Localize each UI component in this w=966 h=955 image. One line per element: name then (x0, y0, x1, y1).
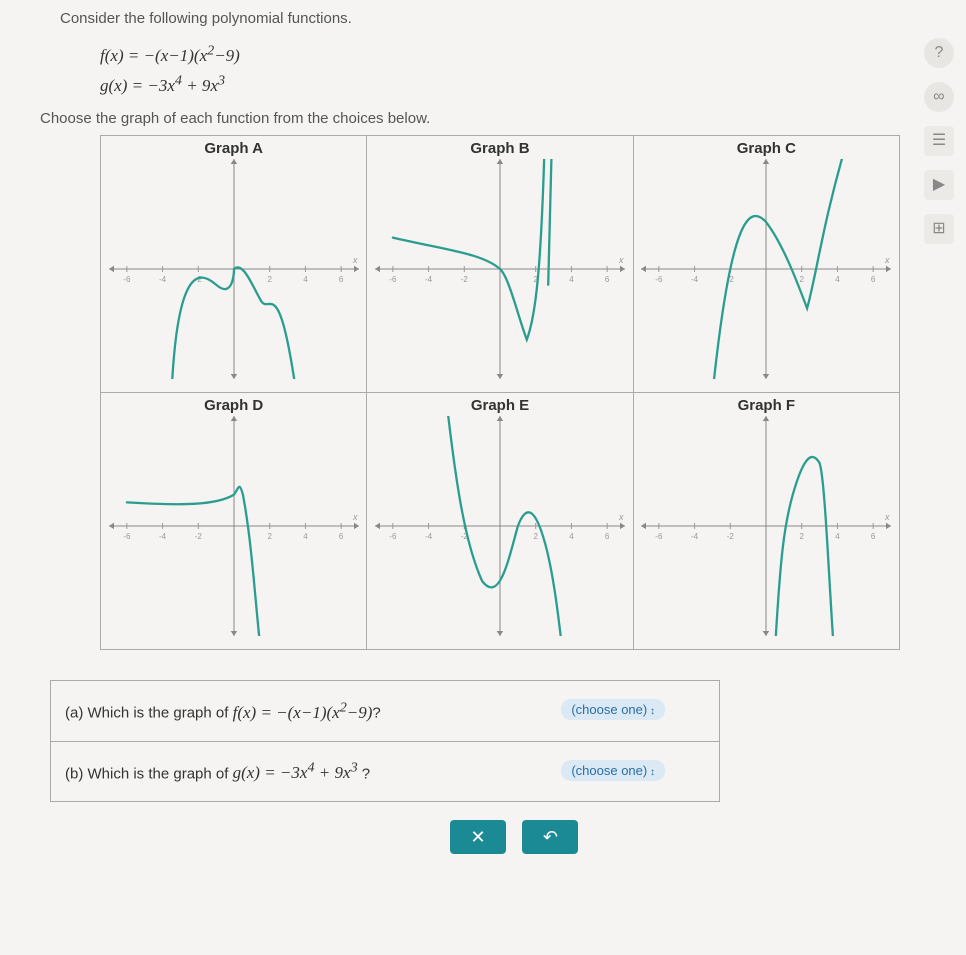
graph-svg-a: -6-4-2246x (109, 159, 359, 379)
graph-cell-f: Graph F -6 -4 -2 2 4 6 x (633, 392, 899, 649)
svg-text:-6: -6 (656, 275, 664, 284)
svg-text:6: 6 (871, 532, 876, 541)
question-b-math: g(x) = −3x4 + 9x3 (233, 763, 358, 782)
svg-text:4: 4 (303, 532, 308, 541)
graph-label-e: Graph E (371, 397, 628, 414)
svg-text:-2: -2 (727, 532, 735, 541)
reset-button[interactable]: ✕ (450, 820, 506, 854)
svg-text:4: 4 (303, 275, 308, 284)
equation-g: g(x) = −3x4 + 9x3 (100, 69, 900, 99)
question-b-suffix: ? (358, 765, 371, 782)
bottom-buttons: ✕ ↶ (450, 820, 900, 854)
equation-f: f(x) = −(x−1)(x2−9) (100, 39, 900, 69)
instruction-text: Choose the graph of each function from t… (20, 110, 900, 127)
question-a-prefix: (a) Which is the graph of (65, 705, 233, 722)
svg-text:-4: -4 (691, 532, 699, 541)
question-b-prefix: (b) Which is the graph of (65, 765, 233, 782)
question-a-math: f(x) = −(x−1)(x2−9) (233, 703, 373, 722)
svg-text:-2: -2 (461, 275, 469, 284)
svg-text:6: 6 (339, 532, 344, 541)
svg-text:-6: -6 (656, 532, 664, 541)
svg-text:2: 2 (267, 532, 272, 541)
svg-text:-2: -2 (194, 532, 202, 541)
graph-label-d: Graph D (105, 397, 362, 414)
graph-svg-c: -6-4-2246x (641, 159, 891, 379)
infinity-icon[interactable]: ∞ (924, 82, 954, 112)
svg-text:6: 6 (605, 275, 610, 284)
graph-cell-a: Graph A -6-4-2246x (101, 135, 367, 392)
svg-text:x: x (618, 512, 624, 522)
svg-text:2: 2 (800, 532, 805, 541)
svg-text:6: 6 (339, 275, 344, 284)
choose-one-a[interactable]: (choose one) (561, 699, 665, 720)
svg-text:-6: -6 (389, 275, 397, 284)
graph-label-c: Graph C (638, 140, 895, 157)
svg-text:-4: -4 (425, 275, 433, 284)
graph-label-f: Graph F (638, 397, 895, 414)
svg-text:2: 2 (267, 275, 272, 284)
svg-text:2: 2 (533, 532, 538, 541)
svg-text:-6: -6 (123, 532, 131, 541)
graph-cell-c: Graph C -6-4-2246x (633, 135, 899, 392)
svg-text:4: 4 (569, 532, 574, 541)
svg-text:2: 2 (800, 275, 805, 284)
question-a-suffix: ? (372, 705, 380, 722)
svg-text:6: 6 (871, 275, 876, 284)
graph-svg-f: -6 -4 -2 2 4 6 x (641, 416, 891, 636)
svg-text:4: 4 (569, 275, 574, 284)
graph-svg-b: -6-4-2246x (375, 159, 625, 379)
svg-text:-6: -6 (123, 275, 131, 284)
answer-table: (a) Which is the graph of f(x) = −(x−1)(… (50, 680, 720, 802)
graph-svg-e: -6-4-2246x (375, 416, 625, 636)
help-icon[interactable]: ? (924, 38, 954, 68)
question-b-cell: (b) Which is the graph of g(x) = −3x4 + … (51, 741, 720, 802)
svg-text:-4: -4 (691, 275, 699, 284)
svg-text:4: 4 (836, 275, 841, 284)
svg-text:-6: -6 (389, 532, 397, 541)
svg-text:-4: -4 (159, 275, 167, 284)
svg-text:-4: -4 (425, 532, 433, 541)
svg-text:4: 4 (836, 532, 841, 541)
equations-block: f(x) = −(x−1)(x2−9) g(x) = −3x4 + 9x3 (20, 39, 900, 100)
svg-text:x: x (352, 255, 358, 265)
side-toolbar: ? ∞ ☰ ▶ ⊞ (922, 38, 956, 244)
svg-text:-4: -4 (159, 532, 167, 541)
svg-text:x: x (884, 512, 890, 522)
graph-svg-d: -6 -4 -2 2 4 6 x (109, 416, 359, 636)
svg-text:x: x (352, 512, 358, 522)
svg-text:x: x (618, 255, 624, 265)
list-icon[interactable]: ☰ (924, 126, 954, 156)
svg-text:x: x (884, 255, 890, 265)
graph-cell-b: Graph B -6-4-2246x (367, 135, 633, 392)
undo-button[interactable]: ↶ (522, 820, 578, 854)
graph-label-b: Graph B (371, 140, 628, 157)
graph-cell-d: Graph D -6 -4 -2 2 4 6 x (101, 392, 367, 649)
svg-text:6: 6 (605, 532, 610, 541)
graph-cell-e: Graph E -6-4-2246x (367, 392, 633, 649)
graph-table: Graph A -6 -4 -2 2 4 6 x Graph B -6 -4 -2 2 4 6 x Gr… (100, 135, 900, 650)
grid-icon[interactable]: ⊞ (924, 214, 954, 244)
prompt-text: Consider the following polynomial functi… (20, 10, 900, 27)
question-a-cell: (a) Which is the graph of f(x) = −(x−1)(… (51, 680, 720, 741)
choose-one-b[interactable]: (choose one) (561, 760, 665, 781)
play-icon[interactable]: ▶ (924, 170, 954, 200)
graph-label-a: Graph A (105, 140, 362, 157)
